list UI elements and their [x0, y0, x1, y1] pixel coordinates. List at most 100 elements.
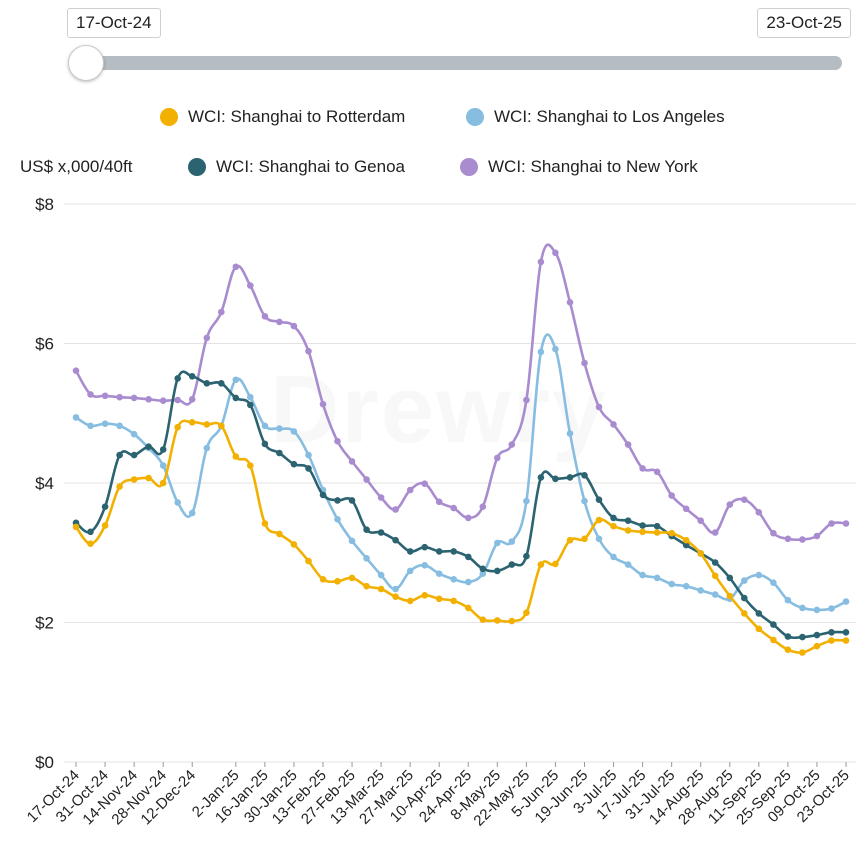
- data-point[interactable]: [552, 560, 559, 568]
- data-point[interactable]: [334, 437, 341, 445]
- data-point[interactable]: [465, 514, 472, 522]
- data-point[interactable]: [159, 446, 167, 453]
- data-point[interactable]: [363, 476, 370, 483]
- data-point[interactable]: [159, 397, 167, 405]
- data-point[interactable]: [363, 526, 370, 533]
- data-point[interactable]: [537, 348, 545, 356]
- data-point[interactable]: [639, 571, 646, 579]
- data-point[interactable]: [523, 609, 530, 616]
- legend-item-los-angeles[interactable]: WCI: Shanghai to Los Angeles: [466, 107, 725, 127]
- data-point[interactable]: [465, 578, 472, 586]
- data-point[interactable]: [174, 396, 181, 404]
- data-point[interactable]: [218, 380, 225, 387]
- data-point[interactable]: [392, 585, 399, 593]
- data-point[interactable]: [290, 322, 298, 330]
- data-point[interactable]: [363, 582, 370, 590]
- data-point[interactable]: [726, 501, 734, 508]
- data-point[interactable]: [247, 401, 254, 409]
- data-point[interactable]: [290, 428, 298, 435]
- data-point[interactable]: [711, 529, 719, 536]
- data-point[interactable]: [770, 579, 777, 586]
- data-point[interactable]: [799, 604, 806, 612]
- data-point[interactable]: [334, 516, 341, 523]
- data-point[interactable]: [87, 422, 94, 430]
- data-point[interactable]: [711, 572, 719, 580]
- data-point[interactable]: [726, 574, 734, 582]
- data-point[interactable]: [770, 529, 777, 537]
- data-point[interactable]: [392, 593, 399, 600]
- data-point[interactable]: [145, 396, 152, 403]
- data-point[interactable]: [624, 441, 632, 448]
- data-point[interactable]: [319, 491, 327, 499]
- data-point[interactable]: [290, 541, 298, 548]
- data-point[interactable]: [203, 380, 211, 387]
- data-point[interactable]: [363, 555, 370, 562]
- data-point[interactable]: [203, 444, 211, 452]
- data-point[interactable]: [479, 616, 487, 623]
- data-point[interactable]: [770, 636, 777, 644]
- data-point[interactable]: [581, 359, 588, 367]
- data-point[interactable]: [305, 465, 312, 472]
- data-point[interactable]: [319, 400, 327, 408]
- data-point[interactable]: [145, 443, 152, 451]
- data-point[interactable]: [668, 580, 675, 588]
- data-point[interactable]: [639, 528, 646, 536]
- data-point[interactable]: [305, 347, 312, 355]
- data-point[interactable]: [276, 425, 283, 432]
- data-point[interactable]: [218, 422, 225, 430]
- data-point[interactable]: [276, 449, 283, 457]
- data-point[interactable]: [174, 375, 181, 382]
- data-point[interactable]: [537, 474, 545, 481]
- data-point[interactable]: [479, 503, 487, 511]
- data-point[interactable]: [116, 451, 123, 459]
- data-point[interactable]: [828, 520, 835, 527]
- data-point[interactable]: [653, 468, 661, 476]
- data-point[interactable]: [624, 517, 632, 524]
- data-point[interactable]: [581, 472, 588, 479]
- data-point[interactable]: [421, 480, 429, 488]
- data-point[interactable]: [203, 334, 211, 342]
- data-point[interactable]: [697, 587, 704, 594]
- data-point[interactable]: [348, 497, 356, 504]
- data-point[interactable]: [813, 642, 821, 650]
- data-point[interactable]: [828, 605, 835, 612]
- data-point[interactable]: [639, 522, 646, 529]
- data-point[interactable]: [348, 574, 356, 582]
- data-point[interactable]: [595, 535, 603, 543]
- data-point[interactable]: [334, 578, 341, 585]
- data-point[interactable]: [435, 595, 443, 603]
- date-range-slider[interactable]: [82, 56, 842, 70]
- data-point[interactable]: [247, 462, 254, 469]
- data-point[interactable]: [813, 631, 821, 639]
- legend-item-new-york[interactable]: WCI: Shanghai to New York: [460, 157, 698, 177]
- data-point[interactable]: [116, 393, 123, 401]
- data-point[interactable]: [799, 633, 806, 641]
- data-point[interactable]: [450, 597, 458, 605]
- data-point[interactable]: [348, 537, 356, 545]
- data-point[interactable]: [624, 527, 632, 534]
- data-point[interactable]: [697, 517, 704, 524]
- data-point[interactable]: [159, 462, 167, 469]
- data-point[interactable]: [566, 536, 574, 544]
- data-point[interactable]: [72, 367, 80, 375]
- data-point[interactable]: [784, 633, 792, 640]
- data-point[interactable]: [305, 557, 312, 565]
- data-point[interactable]: [741, 594, 748, 602]
- data-point[interactable]: [421, 562, 429, 569]
- data-point[interactable]: [218, 308, 225, 316]
- data-point[interactable]: [377, 571, 385, 579]
- data-point[interactable]: [406, 486, 414, 494]
- data-point[interactable]: [610, 421, 617, 428]
- data-point[interactable]: [770, 621, 777, 628]
- slider-handle[interactable]: [68, 45, 104, 81]
- data-point[interactable]: [116, 422, 123, 430]
- legend-item-genoa[interactable]: WCI: Shanghai to Genoa: [188, 157, 405, 177]
- data-point[interactable]: [552, 249, 559, 257]
- data-point[interactable]: [465, 604, 472, 612]
- data-point[interactable]: [377, 585, 385, 593]
- data-point[interactable]: [450, 548, 458, 555]
- data-point[interactable]: [494, 617, 501, 624]
- data-point[interactable]: [203, 421, 211, 428]
- data-point[interactable]: [537, 561, 545, 568]
- data-point[interactable]: [406, 597, 414, 605]
